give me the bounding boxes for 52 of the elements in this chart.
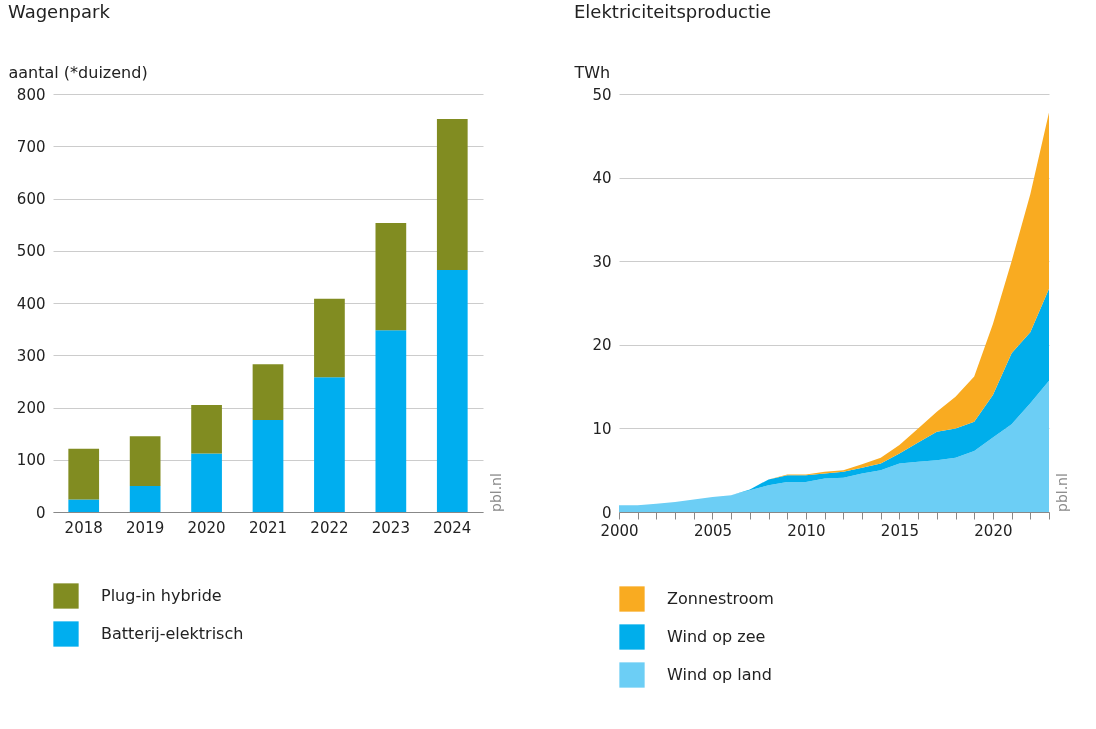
- y-tick-label: 100: [16, 451, 46, 470]
- bar: [375, 330, 407, 512]
- x-tick-label: 2010: [787, 521, 826, 540]
- bar: [191, 404, 222, 454]
- y-tick-label: 200: [16, 399, 46, 417]
- y-tick-label: 30: [592, 252, 612, 271]
- y-tick-label: 700: [16, 137, 46, 156]
- x-tick-label: 2024: [433, 518, 472, 537]
- legend-label: Wind op land: [667, 665, 772, 684]
- y-tick-label: 400: [16, 294, 46, 313]
- chart-title: Elektriciteitsproductie: [574, 1, 772, 22]
- x-tick-label: 2000: [600, 521, 639, 540]
- y-tick-label: 500: [16, 242, 46, 261]
- y-tick-label: 20: [592, 336, 612, 355]
- y-axis-title: aantal (*duizend): [8, 62, 148, 82]
- y-tick-label: 0: [601, 503, 612, 522]
- x-tick-label: 2018: [64, 518, 103, 537]
- bar: [129, 436, 161, 486]
- x-tick-label: 2019: [126, 518, 165, 537]
- text: pbl.nl: [488, 473, 504, 512]
- bar: [68, 499, 100, 512]
- x-tick-label: 2015: [880, 521, 920, 540]
- x-tick-label: 2005: [693, 521, 733, 540]
- bar: [129, 485, 161, 512]
- x-tick-label: 2020: [187, 518, 226, 537]
- y-tick-label: 50: [592, 85, 612, 104]
- bar: [314, 298, 345, 378]
- chart-title: Wagenpark: [8, 1, 111, 22]
- x-tick-label: 2023: [371, 518, 410, 537]
- y-tick-label: 40: [592, 169, 612, 188]
- legend-label: Wind op zee: [667, 627, 766, 646]
- legend-label: Batterij-elektrisch: [101, 624, 244, 643]
- x-tick-label: 2022: [310, 518, 349, 537]
- legend-label: Plug-in hybride: [101, 586, 222, 605]
- y-tick-label: 800: [16, 85, 46, 104]
- bar: [68, 448, 100, 500]
- bar: [252, 364, 284, 421]
- y-axis-title: TWh: [573, 62, 611, 82]
- y-tick-label: 300: [16, 346, 46, 365]
- legend-label: Zonnestroom: [667, 589, 774, 608]
- y-tick-label: 600: [16, 190, 46, 208]
- text: pbl.nl: [1054, 473, 1070, 512]
- bar: [436, 270, 468, 512]
- x-tick-label: 2021: [248, 518, 288, 537]
- bar: [191, 453, 222, 512]
- y-tick-label: 0: [35, 503, 46, 522]
- bar: [375, 223, 407, 331]
- bar: [252, 420, 284, 512]
- bar: [314, 377, 345, 512]
- y-tick-label: 10: [592, 419, 612, 438]
- x-tick-label: 2020: [974, 521, 1013, 540]
- bar: [436, 119, 468, 271]
